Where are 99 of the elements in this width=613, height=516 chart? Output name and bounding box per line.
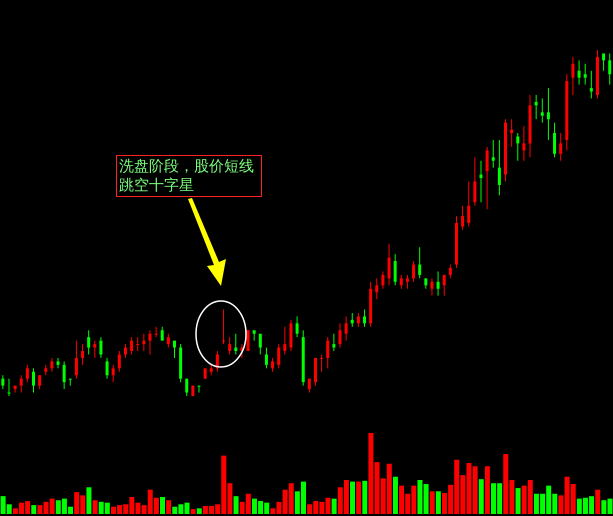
- candlestick: [350, 312, 354, 328]
- bar: [166, 500, 172, 514]
- bar: [484, 466, 490, 514]
- bar: [392, 476, 398, 514]
- candlestick: [356, 312, 360, 328]
- candlestick: [546, 88, 550, 140]
- candlestick: [602, 52, 606, 72]
- candlestick: [7, 378, 10, 396]
- candlestick: [436, 270, 440, 296]
- candlestick: [326, 336, 330, 369]
- bar: [196, 508, 202, 514]
- candlestick: [38, 374, 42, 390]
- candlestick: [332, 333, 336, 352]
- bar: [595, 490, 600, 514]
- bar: [190, 509, 196, 514]
- candlestick: [172, 340, 176, 358]
- candlestick: [1, 374, 4, 390]
- bar: [332, 498, 337, 514]
- candlestick: [154, 326, 158, 338]
- candlestick: [26, 364, 29, 383]
- candlestick: [338, 322, 342, 348]
- bar: [31, 505, 36, 514]
- candlestick: [486, 146, 489, 210]
- candlestick: [124, 344, 127, 358]
- candlestick: [296, 316, 299, 338]
- candlestick: [87, 330, 90, 355]
- candlestick: [381, 270, 384, 290]
- candlestick: [130, 336, 134, 355]
- bar: [160, 496, 165, 514]
- bar: [436, 491, 441, 514]
- candlestick: [363, 309, 366, 328]
- candlestick: [222, 309, 226, 345]
- candlestick: [32, 368, 35, 394]
- bar: [478, 479, 484, 514]
- candlestick: [553, 122, 556, 158]
- bar: [350, 482, 356, 514]
- candlestick: [406, 274, 409, 290]
- candlestick: [522, 126, 526, 162]
- candlestick: [216, 350, 219, 372]
- candlestick: [578, 60, 581, 86]
- bar: [234, 496, 239, 514]
- candlestick: [81, 344, 84, 366]
- candlestick: [271, 357, 274, 372]
- candlestick: [106, 357, 109, 380]
- candlestick: [394, 254, 397, 286]
- candlestick: [320, 354, 324, 372]
- bar: [86, 487, 92, 514]
- candlestick: [264, 347, 268, 369]
- candlestick: [93, 340, 96, 358]
- bar: [430, 491, 435, 514]
- annotation: 洗盘阶段，股价短线跳空十字星: [116, 155, 262, 197]
- candlestick: [74, 340, 78, 380]
- candlestick: [534, 94, 538, 120]
- candlestick: [467, 180, 470, 227]
- candlestick: [277, 344, 280, 369]
- candlestick: [62, 360, 66, 390]
- candlestick: [118, 350, 121, 372]
- candlestick: [148, 330, 152, 355]
- candlestick: [473, 156, 476, 206]
- candlestick: [461, 205, 464, 230]
- candlestick: [559, 132, 562, 162]
- candlestick: [400, 274, 403, 290]
- candlestick: [234, 333, 238, 355]
- candlestick: [210, 364, 213, 376]
- candlestick: [166, 333, 170, 348]
- bar: [362, 480, 368, 514]
- candlestick: [344, 316, 348, 342]
- candlestick: [590, 70, 593, 99]
- candlestick: [50, 357, 54, 372]
- candlestick: [228, 336, 232, 355]
- candlestick: [283, 326, 286, 355]
- bar: [516, 488, 521, 514]
- candlestick: [448, 264, 452, 279]
- candlestick: [160, 326, 164, 342]
- candlestick: [112, 364, 115, 383]
- candlestick: [608, 52, 612, 86]
- candlestick: [442, 274, 446, 296]
- candlestick: [44, 364, 48, 376]
- candlestick: [584, 63, 587, 86]
- candlestick: [479, 160, 482, 203]
- candlestick: [142, 333, 146, 352]
- candlestick: [20, 374, 23, 394]
- bar: [92, 500, 98, 514]
- candlestick: [418, 246, 422, 279]
- candlestick: [571, 56, 574, 96]
- candlestick: [498, 139, 501, 196]
- candlestick: [99, 336, 102, 358]
- candlestick: [375, 278, 378, 300]
- candlestick: [258, 333, 262, 355]
- candlestick: [56, 357, 60, 369]
- candlestick: [430, 278, 434, 296]
- candlestick: [412, 260, 416, 282]
- candlestick: [136, 336, 140, 352]
- candlestick: [308, 378, 311, 394]
- candlestick: [510, 118, 514, 148]
- candlestick: [516, 132, 520, 162]
- candlestick: [185, 378, 188, 396]
- bar: [356, 482, 362, 514]
- candlestick: [388, 243, 391, 286]
